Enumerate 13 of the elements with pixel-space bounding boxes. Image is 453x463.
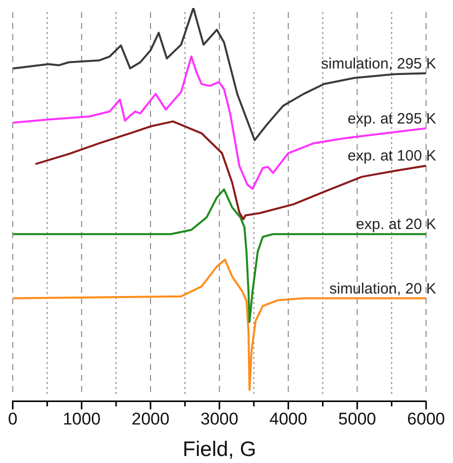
series-label: simulation, 20 K <box>329 280 436 298</box>
series-label: exp. at 20 K <box>356 216 436 234</box>
x-tick-label: 3000 <box>200 409 238 428</box>
x-tick-label: 0 <box>8 409 18 428</box>
series-label: exp. at 100 K <box>348 148 436 165</box>
x-tick-label: 4000 <box>269 409 308 428</box>
series-label: exp. at 295 K <box>348 110 436 128</box>
series-label: simulation, 295 K <box>321 55 436 72</box>
x-tick-label: 5000 <box>338 409 376 428</box>
x-tick-label: 1000 <box>62 409 101 428</box>
x-tick-label: 6000 <box>407 409 446 428</box>
x-axis-title: Field, G <box>182 438 256 462</box>
x-tick-label: 2000 <box>132 409 170 428</box>
